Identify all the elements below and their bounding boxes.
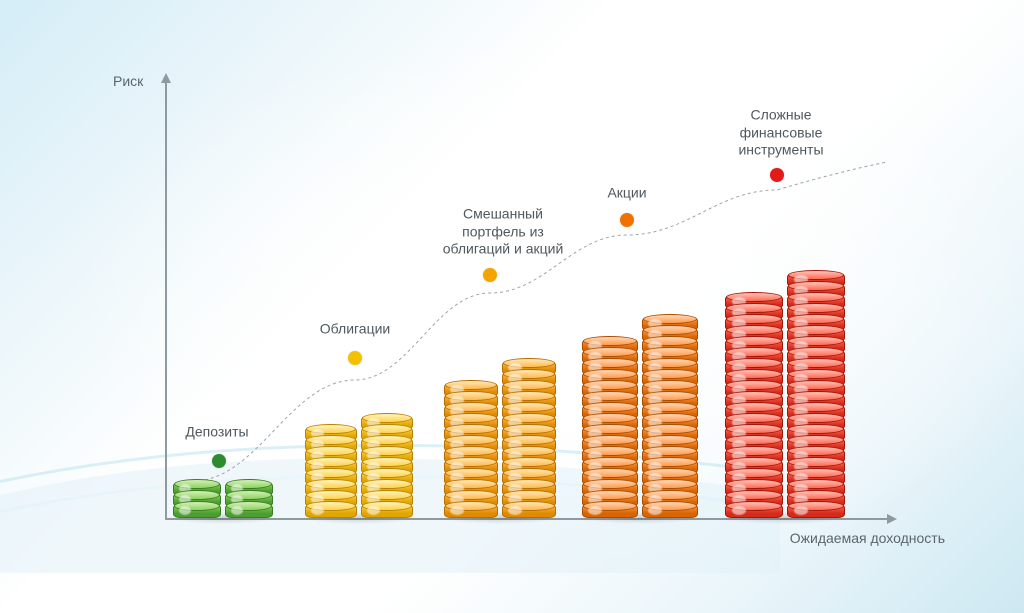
curve-dot-stocks xyxy=(620,213,634,227)
coin-stack xyxy=(582,342,638,518)
coin-stack xyxy=(787,276,845,518)
y-axis-label: Риск xyxy=(113,73,143,89)
coin xyxy=(502,504,556,518)
category-label-mixed: Смешанный портфель из облигаций и акций xyxy=(433,206,573,259)
curve-dot-complex xyxy=(770,168,784,182)
coin xyxy=(173,504,221,518)
coin xyxy=(787,504,845,518)
x-axis-label: Ожидаемая доходность xyxy=(790,530,945,546)
coin xyxy=(225,504,273,518)
risk-return-chart: Риск Ожидаемая доходность ДепозитыОблига… xyxy=(165,75,885,540)
curve-dot-bonds xyxy=(348,351,362,365)
category-label-deposits: Депозиты xyxy=(185,424,248,442)
curve-dot-mixed xyxy=(483,268,497,282)
coin-stack xyxy=(305,430,357,518)
category-label-complex: Сложные финансовые инструменты xyxy=(711,107,851,160)
coin-stack xyxy=(361,419,413,518)
coin-stack xyxy=(725,298,783,518)
coin-stack xyxy=(225,485,273,518)
coin xyxy=(582,504,638,518)
coin xyxy=(361,504,413,518)
category-label-stocks: Акции xyxy=(607,185,646,203)
coin-stack xyxy=(444,386,498,518)
category-label-bonds: Облигации xyxy=(320,321,391,339)
curve-dot-deposits xyxy=(212,454,226,468)
coin-stack xyxy=(173,485,221,518)
coin xyxy=(642,504,698,518)
coin-stack xyxy=(642,320,698,518)
coin xyxy=(305,504,357,518)
coin-stack xyxy=(502,364,556,518)
coin xyxy=(444,504,498,518)
coin xyxy=(725,504,783,518)
